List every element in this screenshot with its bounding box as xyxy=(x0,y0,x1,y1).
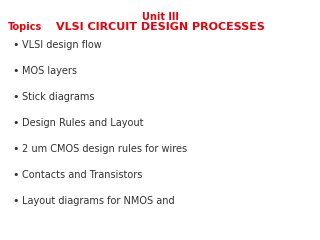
Text: Contacts and Transistors: Contacts and Transistors xyxy=(22,170,142,180)
Text: •: • xyxy=(12,92,19,102)
Text: Unit III: Unit III xyxy=(141,12,179,22)
Text: •: • xyxy=(12,144,19,154)
Text: •: • xyxy=(12,66,19,76)
Text: Stick diagrams: Stick diagrams xyxy=(22,92,94,102)
Text: 2 um CMOS design rules for wires: 2 um CMOS design rules for wires xyxy=(22,144,187,154)
Text: MOS layers: MOS layers xyxy=(22,66,77,76)
Text: VLSI design flow: VLSI design flow xyxy=(22,40,102,50)
Text: •: • xyxy=(12,40,19,50)
Text: VLSI CIRCUIT DESIGN PROCESSES: VLSI CIRCUIT DESIGN PROCESSES xyxy=(56,22,264,32)
Text: Design Rules and Layout: Design Rules and Layout xyxy=(22,118,143,128)
Text: Topics: Topics xyxy=(8,22,42,32)
Text: Layout diagrams for NMOS and: Layout diagrams for NMOS and xyxy=(22,196,175,206)
Text: •: • xyxy=(12,170,19,180)
Text: •: • xyxy=(12,118,19,128)
Text: •: • xyxy=(12,196,19,206)
